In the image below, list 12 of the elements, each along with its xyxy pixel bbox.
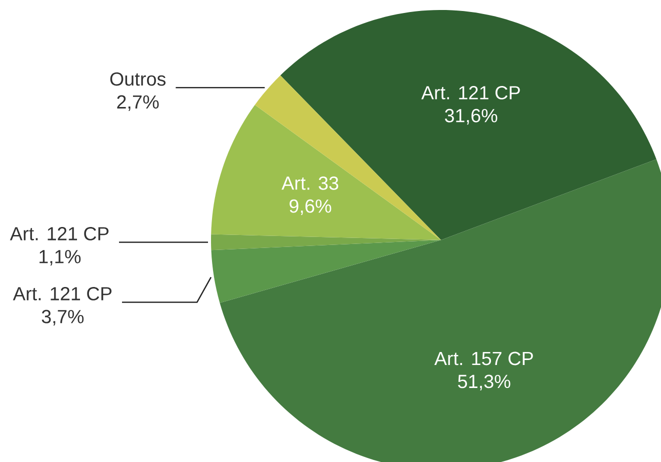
- data-label: 1,1%: [40, 250, 81, 266]
- data-label: 9,6%: [290, 199, 332, 216]
- slice-label: Outros: [110, 72, 166, 86]
- data-label: 3,7%: [42, 310, 84, 326]
- slice-label: Art. 121 CP: [10, 226, 108, 240]
- data-label: 51,3%: [458, 374, 510, 390]
- slice-label: Art. 121 CP: [12, 286, 112, 300]
- data-label: 2,7%: [117, 95, 159, 111]
- slice-label: Art. 33: [282, 176, 338, 190]
- slice-label: Art. 157 CP: [434, 352, 533, 366]
- data-label: 31,6%: [444, 108, 498, 125]
- slice-label: Art. 121 CP: [421, 86, 520, 100]
